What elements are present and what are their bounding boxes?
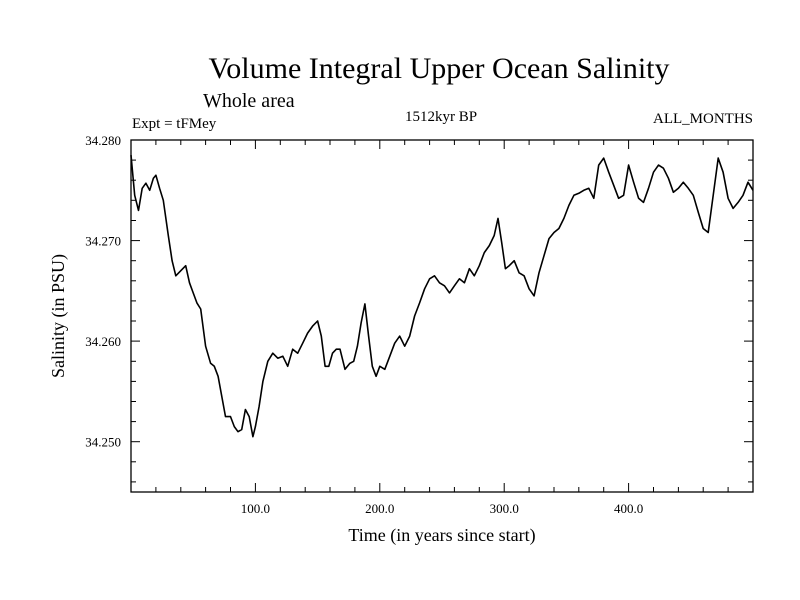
y-tick-label: 34.250 [85, 435, 121, 450]
plot-frame [130, 139, 754, 493]
y-axis-ticks: 34.250 34.260 34.270 34.280 [85, 133, 753, 483]
experiment-label: Expt = tFMey [132, 116, 217, 132]
months-label: ALL_MONTHS [653, 111, 753, 127]
y-tick-label: 34.270 [85, 234, 121, 249]
y-tick-label: 34.260 [85, 334, 121, 349]
x-tick-label: 100.0 [241, 501, 270, 516]
y-tick-label: 34.280 [85, 133, 121, 148]
x-tick-label: 400.0 [614, 501, 643, 516]
y-axis-label: Salinity (in PSU) [48, 254, 69, 378]
chart-subtitle: Whole area [203, 90, 295, 112]
x-axis-ticks: 100.0 200.0 300.0 400.0 [155, 140, 729, 516]
x-axis-label: Time (in years since start) [348, 525, 535, 546]
x-tick-label: 300.0 [490, 501, 519, 516]
chart-title: Volume Integral Upper Ocean Salinity [209, 52, 670, 85]
x-tick-label: 200.0 [365, 501, 394, 516]
salinity-series-line [130, 155, 754, 438]
period-label: 1512kyr BP [405, 109, 477, 125]
